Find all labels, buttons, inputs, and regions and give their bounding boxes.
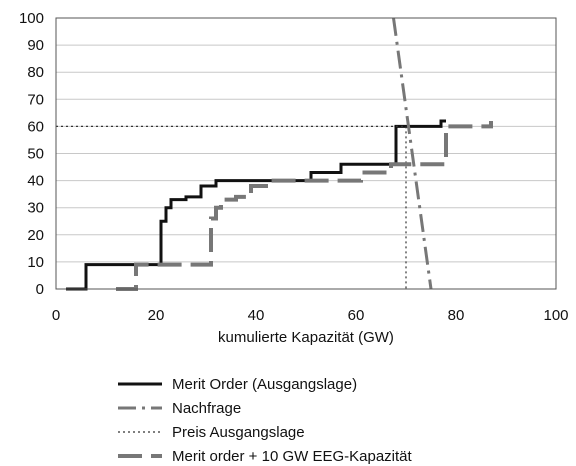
y-tick-label-60: 60: [27, 118, 44, 135]
y-tick-label-10: 10: [27, 254, 44, 271]
series-line-2: [392, 17, 433, 290]
legend-label-1: Merit Order (Ausgangslage): [172, 376, 357, 393]
legend-label-3: Preis Ausgangslage: [172, 424, 305, 441]
y-tick-label-100: 100: [19, 10, 44, 27]
y-tick-label-90: 90: [27, 37, 44, 54]
y-tick-label-30: 30: [27, 200, 44, 217]
series-layer: [56, 17, 493, 291]
series-line-1: [66, 119, 446, 291]
x-tick-label-80: 80: [448, 307, 465, 324]
series-line-4: [116, 121, 493, 291]
x-tick-label-100: 100: [543, 307, 568, 324]
plot-area-border: [55, 17, 557, 290]
x-tick-label-40: 40: [248, 307, 265, 324]
x-tick-label-20: 20: [148, 307, 165, 324]
legend: Merit Order (Ausgangslage) Nachfrage Preis…: [118, 376, 413, 465]
y-tick-label-20: 20: [27, 227, 44, 244]
y-tick-label-70: 70: [27, 91, 44, 108]
y-tick-label-40: 40: [27, 173, 44, 190]
x-tick-label-60: 60: [348, 307, 365, 324]
legend-label-2: Nachfrage: [172, 400, 241, 417]
series-line-3: [56, 125, 407, 289]
y-tick-label-50: 50: [27, 146, 44, 163]
legend-label-4: Merit order + 10 GW EEG-Kapazität: [172, 448, 413, 465]
y-tick-label-0: 0: [36, 281, 44, 298]
x-axis-title: kumulierte Kapazität (GW): [218, 329, 394, 346]
x-tick-label-0: 0: [52, 307, 60, 324]
gridlines: [56, 17, 556, 290]
y-tick-label-80: 80: [27, 64, 44, 81]
axes: 0 10 20 30 40 50 60 70 80 90 100 0 20 40 60 80 100: [19, 10, 569, 324]
